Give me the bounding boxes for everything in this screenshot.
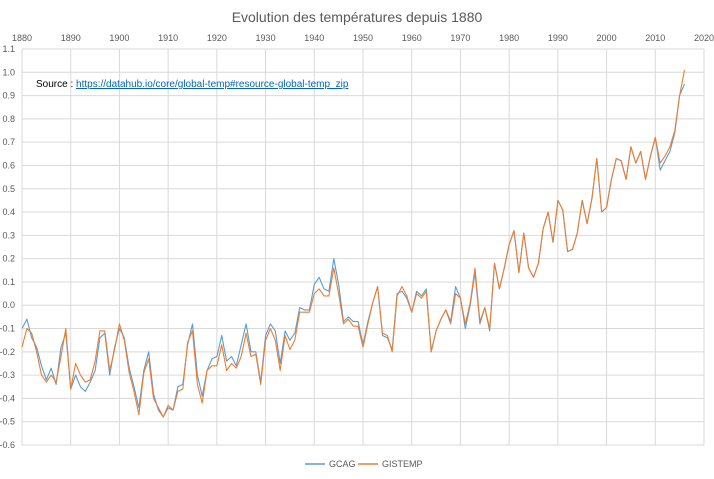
y-tick-label: -0.6: [0, 440, 15, 450]
chart-title: Evolution des températures depuis 1880: [232, 9, 483, 25]
y-tick-label: 0.7: [2, 137, 15, 147]
series-line-gistemp: [21, 69, 686, 418]
y-tick-label: 0.8: [2, 114, 15, 124]
x-tick-label: 1950: [353, 33, 373, 43]
y-tick-label: 0.6: [2, 160, 15, 170]
y-tick-label: -0.5: [0, 417, 15, 427]
grid: [21, 48, 705, 446]
x-tick-label: 1960: [402, 33, 422, 43]
x-tick-label: 1920: [207, 33, 227, 43]
x-tick-label: 2010: [645, 33, 665, 43]
y-tick-label: 0.2: [2, 254, 15, 264]
x-tick-label: 1980: [499, 33, 519, 43]
y-tick-label: -0.4: [0, 393, 15, 403]
y-tick-label: -0.2: [0, 347, 15, 357]
x-tick-label: 1910: [158, 33, 178, 43]
source-prefix: Source :: [36, 79, 77, 90]
x-tick-label: 2020: [694, 33, 714, 43]
y-tick-label: 0.3: [2, 230, 15, 240]
x-tick-label: 1930: [256, 33, 276, 43]
series-lines: [21, 69, 686, 418]
x-tick-label: 1890: [61, 33, 81, 43]
y-tick-label: 1.1: [2, 44, 15, 54]
x-tick-label: 1900: [109, 33, 129, 43]
source-annotation: Source : https://datahub.io/core/global-…: [36, 79, 348, 90]
source-link[interactable]: https://datahub.io/core/global-temp#reso…: [76, 79, 349, 90]
tick-labels: 1880 1890 1900 1910 1920 1930 1940 1950 1960 1970…: [0, 33, 714, 450]
legend-label-gistemp: GISTEMP: [382, 459, 423, 469]
y-tick-label: -0.1: [0, 324, 15, 334]
y-tick-label: 0.4: [2, 207, 15, 217]
x-tick-label: 1970: [450, 33, 470, 43]
series-line-gcag: [21, 83, 686, 418]
y-tick-label: -0.3: [0, 370, 15, 380]
x-tick-label: 2000: [597, 33, 617, 43]
y-tick-label: 0.5: [2, 184, 15, 194]
x-tick-label: 1880: [12, 33, 32, 43]
legend: GCAG GISTEMP: [305, 459, 423, 469]
y-tick-label: 0.9: [2, 91, 15, 101]
y-tick-label: 0.0: [2, 300, 15, 310]
legend-label-gcag: GCAG: [329, 459, 356, 469]
y-tick-label: 0.1: [2, 277, 15, 287]
x-tick-label: 1940: [304, 33, 324, 43]
x-tick-label: 1990: [548, 33, 568, 43]
y-tick-label: 1.0: [2, 67, 15, 77]
